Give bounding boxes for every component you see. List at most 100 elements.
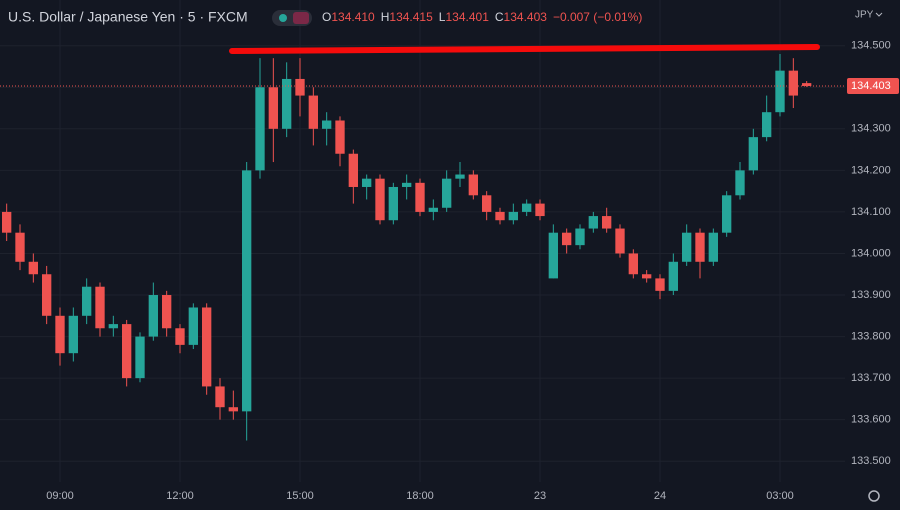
candle-body bbox=[508, 211, 518, 221]
x-tick-label: 23 bbox=[534, 490, 546, 502]
candle-body bbox=[268, 87, 278, 129]
candle-body bbox=[108, 324, 118, 329]
x-tick-label: 03:00 bbox=[766, 490, 794, 502]
ohlc-legend: O134.410 H134.415 L134.401 C134.403 −0.007 (… bbox=[322, 10, 642, 24]
y-tick-label: 133.900 bbox=[851, 289, 891, 301]
candle-body bbox=[242, 170, 252, 412]
candle-body bbox=[428, 207, 438, 212]
candle-body bbox=[335, 120, 345, 154]
axes: 133.500 133.600 133.700 133.800 133.900 134.0… bbox=[0, 40, 899, 502]
candle-body bbox=[95, 286, 105, 329]
candle-body bbox=[455, 174, 465, 179]
candle-body bbox=[642, 274, 652, 279]
candle-body bbox=[482, 195, 492, 212]
candle-body bbox=[322, 120, 332, 129]
legend-key: L bbox=[439, 10, 446, 24]
legend-key: O bbox=[322, 10, 331, 24]
currency[interactable]: JPY bbox=[855, 10, 874, 21]
candle-body bbox=[188, 307, 198, 345]
candle-body bbox=[535, 203, 545, 217]
candle-body bbox=[215, 386, 225, 408]
candle-body bbox=[15, 232, 25, 262]
candle-body bbox=[68, 315, 78, 354]
chart-title: U.S. Dollar / Japanese Yen · 5 · FXCM bbox=[8, 9, 248, 25]
toggle-dot bbox=[279, 14, 287, 22]
x-tick-label: 15:00 bbox=[286, 490, 314, 502]
y-tick-label: 134.000 bbox=[851, 247, 891, 259]
y-tick-label: 133.500 bbox=[851, 455, 891, 467]
candle-body bbox=[2, 211, 12, 233]
x-tick-label: 12:00 bbox=[166, 490, 194, 502]
candle-body bbox=[228, 407, 238, 412]
legend-value: 134.403 bbox=[504, 10, 548, 24]
candle-body bbox=[162, 295, 172, 329]
x-tick-label: 24 bbox=[654, 490, 666, 502]
y-tick-label: 134.200 bbox=[851, 164, 891, 176]
candle-body bbox=[628, 253, 638, 275]
candle-body bbox=[55, 315, 65, 354]
candle-body bbox=[722, 195, 732, 233]
candle-body bbox=[175, 328, 185, 345]
candle-body bbox=[255, 87, 265, 171]
legend-change: −0.007 (−0.01%) bbox=[553, 10, 642, 24]
candle-body bbox=[655, 278, 665, 291]
drawn-trend-line bbox=[229, 44, 820, 54]
candle-body bbox=[682, 232, 692, 262]
candle-body bbox=[668, 261, 678, 291]
candle-body bbox=[402, 182, 412, 187]
candle-body bbox=[282, 78, 292, 129]
candle-body bbox=[695, 232, 705, 262]
legend-value: 134.410 bbox=[331, 10, 375, 24]
candle-body bbox=[468, 174, 478, 196]
legend-key: C bbox=[495, 10, 504, 24]
candle-body bbox=[575, 228, 585, 246]
candle-body bbox=[708, 232, 718, 262]
candle-body bbox=[775, 70, 785, 113]
candle-body bbox=[295, 78, 305, 96]
candle-body bbox=[588, 216, 598, 229]
y-tick-label: 133.600 bbox=[851, 414, 891, 426]
candle-body bbox=[308, 95, 318, 129]
candle-body bbox=[122, 324, 132, 379]
last-price-tag bbox=[847, 78, 899, 95]
candle-body bbox=[748, 137, 758, 171]
toggle-box bbox=[293, 12, 309, 24]
candle-body bbox=[735, 170, 745, 196]
legend-value: 134.401 bbox=[445, 10, 489, 24]
x-tick-label: 18:00 bbox=[406, 490, 434, 502]
y-tick-label: 133.800 bbox=[851, 330, 891, 342]
candle-body bbox=[135, 336, 145, 379]
candle-body bbox=[562, 232, 572, 246]
y-tick-label: 134.300 bbox=[851, 123, 891, 135]
candle-body bbox=[602, 216, 612, 229]
candle-body bbox=[495, 211, 505, 221]
candle-body bbox=[202, 307, 212, 387]
candles bbox=[2, 54, 812, 441]
candle-body bbox=[522, 203, 532, 212]
candle-body bbox=[788, 70, 798, 96]
candle-body bbox=[762, 112, 772, 138]
y-tick-label: 134.100 bbox=[851, 206, 891, 218]
candle-body bbox=[548, 232, 558, 279]
last-price-label: 134.403 bbox=[851, 80, 891, 92]
candle-body bbox=[148, 295, 158, 337]
legend-key: H bbox=[381, 10, 390, 24]
candle-body bbox=[388, 186, 398, 221]
candle-body bbox=[375, 178, 385, 221]
settings-icon[interactable] bbox=[868, 490, 880, 502]
candle-body bbox=[348, 153, 358, 187]
candle-body bbox=[802, 83, 812, 87]
x-tick-label: 09:00 bbox=[46, 490, 74, 502]
candle-body bbox=[615, 228, 625, 254]
legend-value: 134.415 bbox=[389, 10, 433, 24]
candle-body bbox=[362, 178, 372, 187]
candle-body bbox=[415, 182, 425, 212]
currency-caret bbox=[875, 12, 883, 17]
candle-body bbox=[42, 274, 52, 316]
candle-body bbox=[28, 261, 38, 275]
y-tick-label: 134.500 bbox=[851, 40, 891, 52]
y-tick-label: 133.700 bbox=[851, 372, 891, 384]
candle-body bbox=[442, 178, 452, 208]
